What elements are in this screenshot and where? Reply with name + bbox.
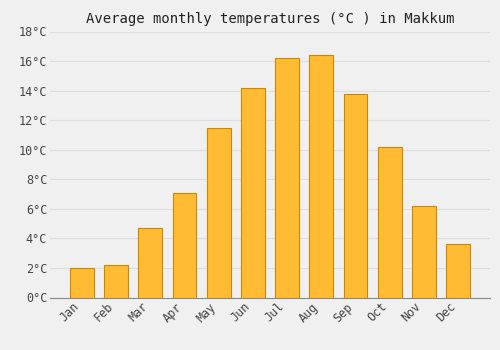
Bar — [344, 93, 367, 298]
Bar — [70, 268, 94, 298]
Bar — [104, 265, 128, 298]
Bar — [207, 127, 231, 298]
Bar — [378, 147, 402, 298]
Bar — [310, 55, 333, 298]
Bar — [275, 58, 299, 298]
Title: Average monthly temperatures (°C ) in Makkum: Average monthly temperatures (°C ) in Ma… — [86, 12, 454, 26]
Bar — [172, 193, 197, 298]
Bar — [446, 244, 470, 298]
Bar — [412, 206, 436, 298]
Bar — [138, 228, 162, 298]
Bar — [241, 88, 265, 298]
